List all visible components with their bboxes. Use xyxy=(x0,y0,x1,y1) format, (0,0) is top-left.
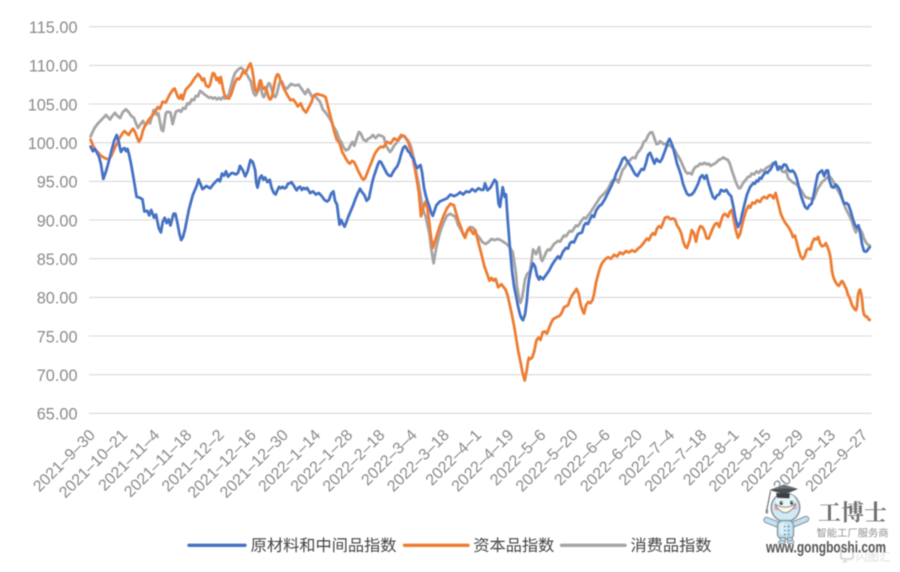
svg-text:105.00: 105.00 xyxy=(28,96,78,114)
svg-text:80.00: 80.00 xyxy=(37,290,78,308)
svg-text:110.00: 110.00 xyxy=(29,58,78,76)
svg-text:www.gongboshi.com: www.gongboshi.com xyxy=(765,540,886,557)
svg-text:85.00: 85.00 xyxy=(37,251,78,269)
svg-text:95.00: 95.00 xyxy=(37,174,78,192)
svg-text:100.00: 100.00 xyxy=(28,135,78,153)
svg-text:65.00: 65.00 xyxy=(37,406,78,424)
svg-text:115.00: 115.00 xyxy=(29,19,78,37)
svg-text:75.00: 75.00 xyxy=(37,328,78,346)
svg-text:70.00: 70.00 xyxy=(37,367,78,385)
svg-text:90.00: 90.00 xyxy=(37,212,78,230)
